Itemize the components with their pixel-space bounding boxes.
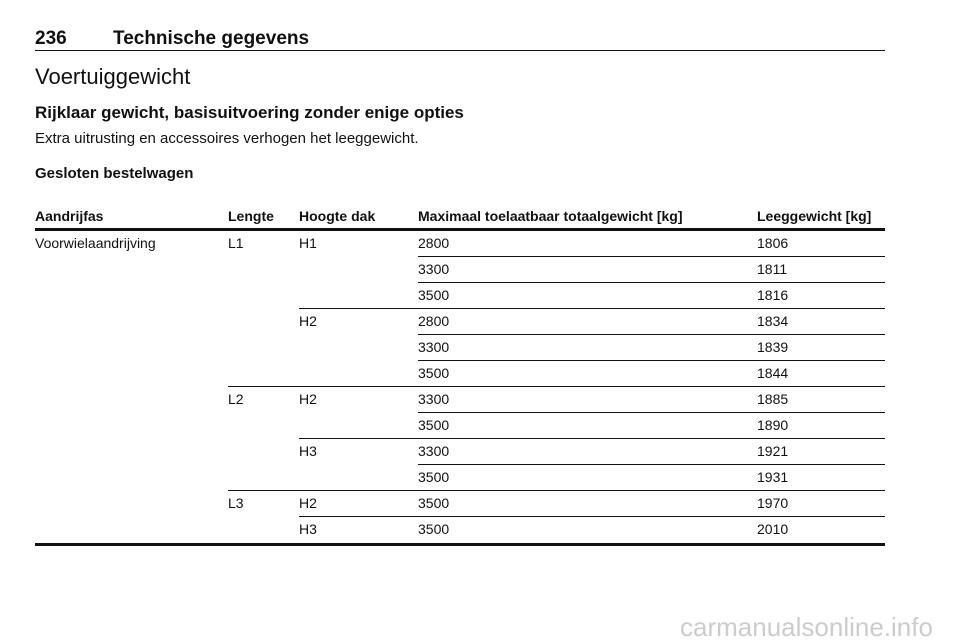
height-cell: H2	[299, 495, 317, 511]
row-rule	[228, 490, 885, 491]
height-cell: H2	[299, 313, 317, 329]
column-header-text: Aandrijfas	[35, 208, 104, 224]
length-cell: L3	[228, 495, 244, 511]
empty-weight-cell: 1844	[757, 365, 789, 381]
title: Voertuiggewicht	[35, 64, 191, 89]
note: Extra uitrusting en accessoires verhogen…	[35, 130, 419, 147]
header-rule	[35, 228, 885, 231]
column-header: Hoogte dak	[299, 185, 414, 227]
row-rule	[228, 386, 885, 387]
empty-weight-cell: 1811	[757, 261, 788, 277]
row-rule	[418, 412, 885, 413]
max-weight-cell: 3500	[418, 365, 450, 381]
drive-cell: Voorwielaandrijving	[35, 235, 156, 251]
row-rule	[299, 516, 885, 517]
empty-weight-cell: 1806	[757, 235, 789, 251]
height-cell: H3	[299, 443, 317, 459]
table-title: Gesloten bestelwagen	[35, 165, 194, 182]
empty-weight-cell: 1890	[757, 417, 789, 433]
max-weight-cell: 2800	[418, 313, 450, 329]
column-header-text: Maximaal toelaatbaar totaalgewicht [kg]	[418, 208, 683, 224]
max-weight-cell: 2800	[418, 235, 450, 251]
length-cell: L2	[228, 391, 244, 407]
subtitle: Rijklaar gewicht, basisuitvoering zonder…	[35, 103, 464, 122]
header-rule	[35, 50, 885, 51]
row-rule	[418, 282, 885, 283]
empty-weight-cell: 1921	[757, 443, 789, 459]
column-header: Leeggewicht [kg]	[757, 185, 885, 227]
max-weight-cell: 3300	[418, 443, 450, 459]
max-weight-cell: 3500	[418, 521, 450, 537]
height-cell: H1	[299, 235, 317, 251]
length-cell: L1	[228, 235, 244, 251]
max-weight-cell: 3500	[418, 469, 450, 485]
table-end-rule	[35, 543, 885, 546]
empty-weight-cell: 1885	[757, 391, 789, 407]
max-weight-cell: 3500	[418, 495, 450, 511]
row-rule	[299, 438, 885, 439]
max-weight-cell: 3500	[418, 417, 450, 433]
watermark: carmanualsonline.info	[680, 612, 933, 642]
column-header-text: Leeggewicht [kg]	[757, 208, 872, 224]
empty-weight-cell: 1970	[757, 495, 789, 511]
row-rule	[299, 308, 885, 309]
height-cell: H2	[299, 391, 317, 407]
section-title: Technische gegevens	[113, 28, 310, 49]
row-rule	[418, 360, 885, 361]
empty-weight-cell: 1931	[757, 469, 789, 485]
max-weight-cell: 3500	[418, 287, 450, 303]
row-rule	[418, 256, 885, 257]
column-header-text: Hoogte dak	[299, 208, 376, 224]
empty-weight-cell: 1834	[757, 313, 789, 329]
max-weight-cell: 3300	[418, 261, 450, 277]
empty-weight-cell: 1816	[757, 287, 789, 303]
max-weight-cell: 3300	[418, 391, 450, 407]
row-rule	[418, 334, 885, 335]
row-rule	[418, 464, 885, 465]
column-header-text: Lengte	[228, 208, 274, 224]
height-cell: H3	[299, 521, 317, 537]
empty-weight-cell: 1839	[757, 339, 789, 355]
empty-weight-cell: 2010	[757, 521, 789, 537]
column-header: Lengte	[228, 185, 298, 227]
max-weight-cell: 3300	[418, 339, 450, 355]
column-header: Maximaal toelaatbaar totaalgewicht [kg]	[418, 185, 738, 227]
page-number: 236	[35, 28, 67, 49]
column-header: Aandrijfas	[35, 185, 225, 227]
